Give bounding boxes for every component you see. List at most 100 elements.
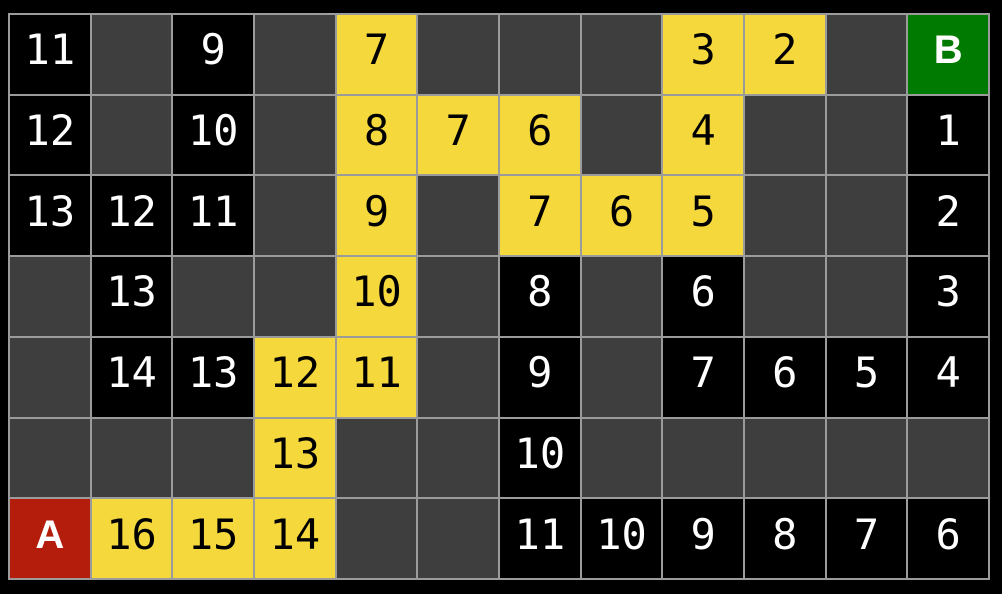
path-cell[interactable]: 10	[336, 257, 417, 336]
visited-cell[interactable]: 10	[499, 418, 580, 498]
visited-cell[interactable]: 7	[826, 499, 907, 578]
visited-cell[interactable]: 12	[91, 176, 172, 256]
empty-cell[interactable]	[418, 257, 498, 336]
path-cell[interactable]: 15	[173, 499, 253, 578]
empty-cell[interactable]	[254, 95, 335, 175]
empty-cell[interactable]	[336, 418, 417, 498]
visited-cell[interactable]: 9	[173, 15, 253, 94]
empty-cell[interactable]	[254, 15, 335, 94]
empty-cell[interactable]	[744, 95, 825, 175]
empty-cell[interactable]	[254, 257, 335, 336]
cell-label: 5	[853, 348, 880, 398]
path-cell[interactable]: 16	[91, 499, 172, 578]
visited-cell[interactable]: 2	[908, 176, 988, 256]
path-cell[interactable]: 8	[336, 95, 417, 175]
empty-cell[interactable]	[91, 418, 172, 498]
path-cell[interactable]: 4	[663, 95, 743, 175]
empty-cell[interactable]	[581, 95, 662, 175]
empty-cell[interactable]	[826, 176, 907, 256]
path-cell[interactable]: 11	[336, 337, 417, 417]
visited-cell[interactable]: 11	[10, 15, 90, 94]
empty-cell[interactable]	[744, 418, 825, 498]
cell-label: 10	[187, 106, 239, 156]
visited-cell[interactable]: 6	[663, 257, 743, 336]
cell-label: 9	[363, 186, 390, 236]
cell-label: 10	[596, 509, 647, 559]
path-cell[interactable]: 3	[663, 15, 743, 94]
empty-cell[interactable]	[581, 418, 662, 498]
cell-label: 5	[690, 186, 716, 236]
empty-cell[interactable]	[10, 337, 90, 417]
visited-cell[interactable]: 1	[908, 95, 988, 175]
empty-cell[interactable]	[418, 15, 498, 94]
visited-cell[interactable]: 6	[744, 337, 825, 417]
empty-cell[interactable]	[173, 418, 253, 498]
empty-cell[interactable]	[173, 257, 253, 336]
cell-label: 6	[608, 186, 635, 236]
empty-cell[interactable]	[336, 499, 417, 578]
empty-cell[interactable]	[10, 418, 90, 498]
empty-cell[interactable]	[418, 499, 498, 578]
cell-label: 11	[351, 348, 402, 398]
path-cell[interactable]: 6	[581, 176, 662, 256]
path-cell[interactable]: 2	[744, 15, 825, 94]
visited-cell[interactable]: 11	[173, 176, 253, 256]
empty-cell[interactable]	[581, 257, 662, 336]
empty-cell[interactable]	[581, 337, 662, 417]
cell-label: 10	[514, 428, 566, 478]
visited-cell[interactable]: 4	[908, 337, 988, 417]
visited-cell[interactable]: 14	[91, 337, 172, 417]
path-cell[interactable]: 5	[663, 176, 743, 256]
cell-label: 4	[690, 106, 716, 156]
empty-cell[interactable]	[826, 95, 907, 175]
empty-cell[interactable]	[826, 15, 907, 94]
empty-cell[interactable]	[744, 257, 825, 336]
cell-label: 4	[935, 348, 961, 398]
empty-cell[interactable]	[826, 257, 907, 336]
empty-cell[interactable]	[744, 176, 825, 256]
path-cell[interactable]: 13	[254, 418, 335, 498]
path-cell[interactable]: 14	[254, 499, 335, 578]
start-cell[interactable]: A	[10, 499, 90, 578]
empty-cell[interactable]	[91, 95, 172, 175]
cell-label: 12	[24, 106, 76, 156]
visited-cell[interactable]: 13	[10, 176, 90, 256]
empty-cell[interactable]	[908, 418, 988, 498]
visited-cell[interactable]: 13	[91, 257, 172, 336]
empty-cell[interactable]	[418, 418, 498, 498]
path-cell[interactable]: 9	[336, 176, 417, 256]
cell-label: 11	[514, 509, 566, 559]
visited-cell[interactable]: 10	[173, 95, 253, 175]
cell-label: 9	[527, 348, 553, 398]
path-cell[interactable]: 7	[418, 95, 498, 175]
visited-cell[interactable]: 8	[744, 499, 825, 578]
visited-cell[interactable]: 8	[499, 257, 580, 336]
empty-cell[interactable]	[581, 15, 662, 94]
visited-cell[interactable]: 12	[10, 95, 90, 175]
visited-cell[interactable]: 10	[581, 499, 662, 578]
empty-cell[interactable]	[663, 418, 743, 498]
empty-cell[interactable]	[418, 176, 498, 256]
visited-cell[interactable]: 3	[908, 257, 988, 336]
visited-cell[interactable]: 6	[908, 499, 988, 578]
path-cell[interactable]: 7	[336, 15, 417, 94]
visited-cell[interactable]: 9	[499, 337, 580, 417]
empty-cell[interactable]	[499, 15, 580, 94]
path-cell[interactable]: 6	[499, 95, 580, 175]
visited-cell[interactable]: 5	[826, 337, 907, 417]
goal-cell[interactable]: B	[908, 15, 988, 94]
cell-label: 6	[527, 106, 553, 156]
empty-cell[interactable]	[826, 418, 907, 498]
empty-cell[interactable]	[91, 15, 172, 94]
cell-label: 12	[269, 348, 321, 398]
path-cell[interactable]: 7	[499, 176, 580, 256]
visited-cell[interactable]: 7	[663, 337, 743, 417]
empty-cell[interactable]	[10, 257, 90, 336]
visited-cell[interactable]: 11	[499, 499, 580, 578]
cell-label: 12	[106, 186, 157, 236]
visited-cell[interactable]: 9	[663, 499, 743, 578]
empty-cell[interactable]	[254, 176, 335, 256]
path-cell[interactable]: 12	[254, 337, 335, 417]
visited-cell[interactable]: 13	[173, 337, 253, 417]
empty-cell[interactable]	[418, 337, 498, 417]
